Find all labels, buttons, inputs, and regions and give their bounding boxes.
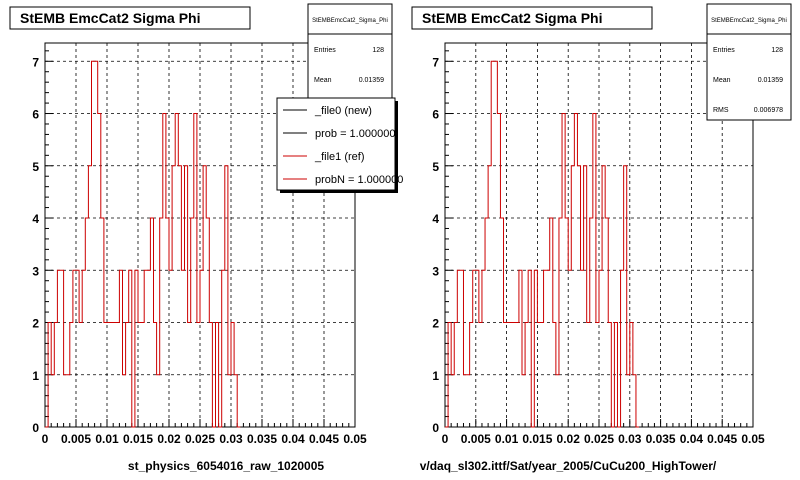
stats-value: 0.01359 [359,77,384,84]
y-tick-label: 1 [432,369,439,383]
x-tick-label: 0 [42,432,49,446]
x-tick-label: 0.02 [157,432,181,446]
y-tick-label: 3 [32,264,39,278]
x-tick-label: 0.035 [247,432,277,446]
legend-label: prob = 1.000000 [315,128,395,140]
stats-value: 0.006978 [754,107,783,114]
left-histogram-panel: 0 0.005 0.01 0.015 0.02 0.025 0.03 0.035 0.04 0.0… [9,3,403,473]
x-tick-label: 0.045 [707,432,737,446]
stats-name: StEMBEmcCat2_Sigma_Phi [711,18,787,24]
y-tick-label: 4 [32,212,39,226]
stats-label: Entries [713,47,735,54]
title-box [411,6,653,30]
x-tick-label: 0.05 [343,432,367,446]
x-axis-label: st_physics_6054016_raw_1020005 [128,459,324,473]
stats-name: StEMBEmcCat2_Sigma_Phi [312,18,388,24]
x-tick-label: 0.025 [185,432,215,446]
stats-value: 0.01359 [758,77,783,84]
histogram-series-line [445,60,640,428]
y-tick-label: 6 [432,108,439,122]
y-tick-label: 0 [432,421,439,435]
x-tick-label: 0.045 [309,432,339,446]
stats-box [307,3,393,101]
stats-label: Entries [314,47,336,54]
histogram-series-line [45,60,241,428]
y-tick-label: 5 [432,160,439,174]
x-tick-label: 0.01 [495,432,519,446]
x-tick-label: 0 [442,432,449,446]
x-tick-label: 0.03 [618,432,642,446]
x-tick-label: 0.03 [219,432,243,446]
legend-label: _file1 (ref) [314,151,365,163]
x-tick-label: 0.04 [281,432,305,446]
stats-label: RMS [713,107,729,114]
x-tick-label: 0.02 [557,432,581,446]
chart-title: StEMB EmcCat2 Sigma Phi [20,10,201,26]
x-axis-label: v/daq_sl302.ittf/Sat/year_2005/CuCu200_H… [420,459,717,473]
y-tick-label: 6 [32,108,39,122]
stats-value: 128 [771,47,783,54]
y-tick-label: 7 [432,55,439,69]
x-tick-label: 0.01 [95,432,119,446]
x-tick-label: 0.035 [646,432,676,446]
chart-title: StEMB EmcCat2 Sigma Phi [422,10,603,26]
stats-label: Mean [314,77,332,84]
stats-label: Mean [713,77,731,84]
stats-value: 128 [372,47,384,54]
x-tick-label: 0.05 [741,432,765,446]
y-tick-label: 2 [32,317,39,331]
x-tick-label: 0.005 [461,432,491,446]
legend-label: _file0 (new) [314,105,372,117]
stats-box [706,3,792,121]
y-tick-label: 0 [32,421,39,435]
y-tick-label: 3 [432,264,439,278]
x-tick-label: 0.04 [680,432,704,446]
title-box [9,6,251,30]
y-tick-label: 7 [32,55,39,69]
y-tick-label: 4 [432,212,439,226]
right-histogram-panel: 0 0.005 0.01 0.015 0.02 0.025 0.03 0.035 0.04 0.0… [411,3,792,473]
legend-box [276,97,396,191]
x-tick-label: 0.015 [522,432,552,446]
x-tick-label: 0.005 [61,432,91,446]
x-tick-label: 0.015 [123,432,153,446]
y-tick-label: 1 [32,369,39,383]
x-tick-label: 0.025 [584,432,614,446]
legend-label: probN = 1.000000 [315,174,403,186]
y-tick-label: 2 [432,317,439,331]
y-tick-label: 5 [32,160,39,174]
